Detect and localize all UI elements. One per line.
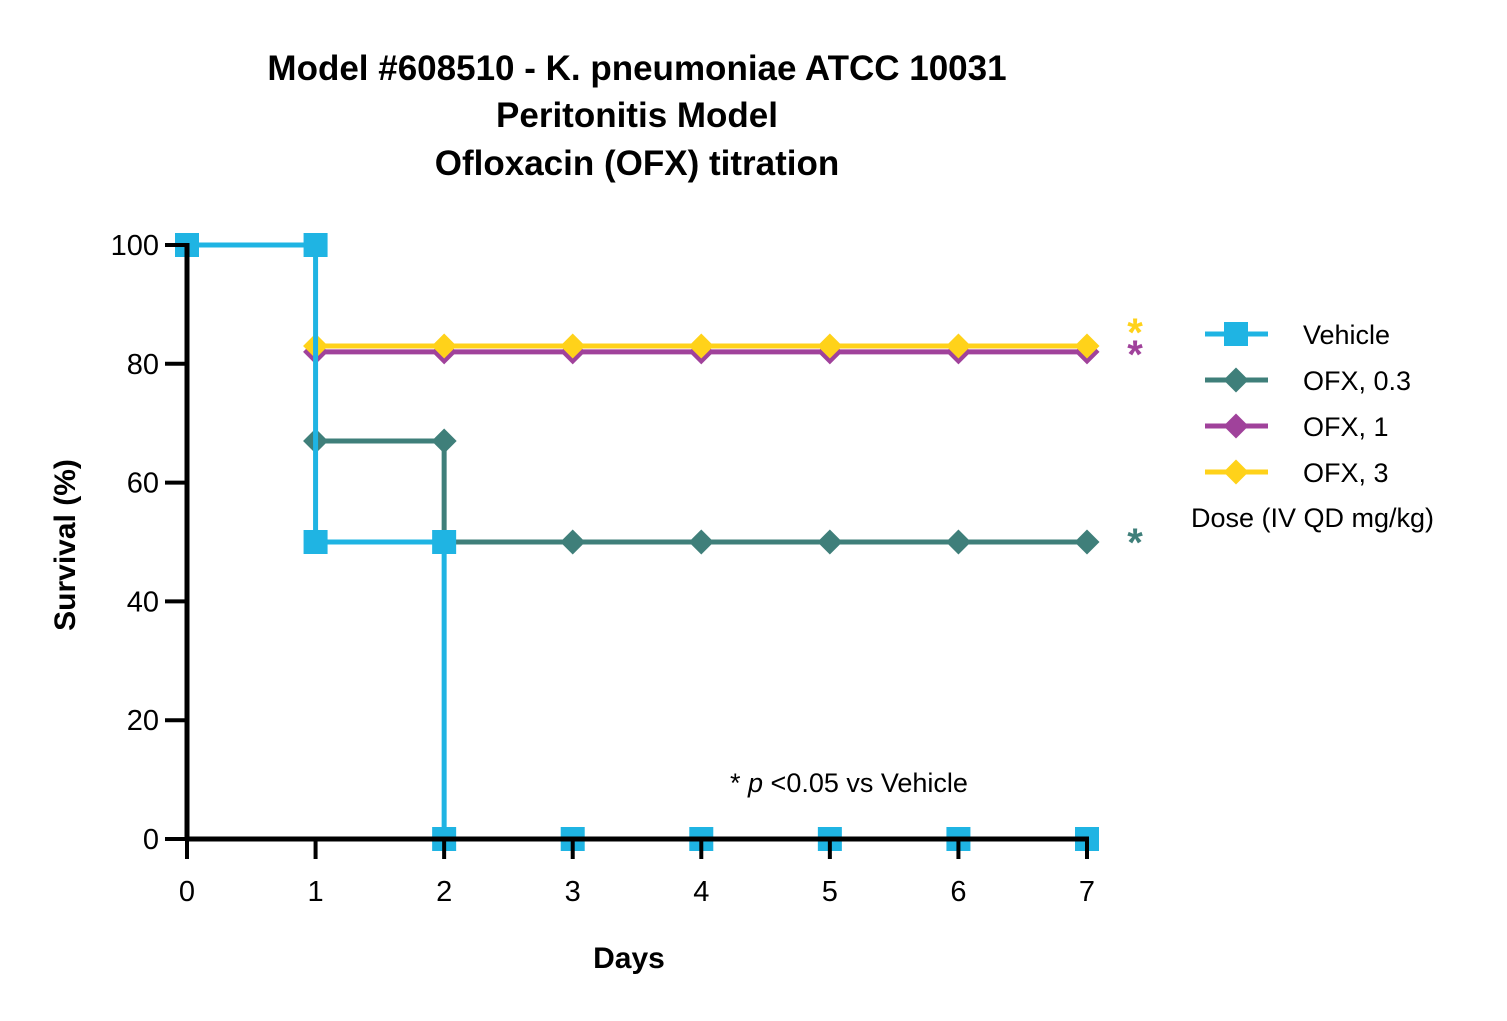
x-tick-label: 4	[693, 876, 709, 908]
series-layer	[175, 233, 1100, 851]
x-tick-label: 2	[436, 876, 452, 908]
data-point	[431, 428, 457, 454]
legend-title: Dose (IV QD mg/kg)	[1191, 503, 1434, 533]
chart-title-line-3: Ofloxacin (OFX) titration	[435, 144, 839, 183]
y-tick-label: 100	[111, 230, 159, 262]
data-point	[560, 529, 586, 555]
x-tick-label: 7	[1079, 876, 1095, 908]
legend-swatch-marker	[1224, 322, 1248, 346]
data-point	[1074, 529, 1100, 555]
legend-item: OFX, 3	[1205, 458, 1389, 488]
series-ofx-0-3	[303, 428, 1100, 555]
data-point	[817, 333, 843, 359]
axes: 0 20 40 60 80 100 0 1 2 3 4 5 6 7	[111, 230, 1095, 908]
data-point	[560, 333, 586, 359]
data-point	[303, 530, 328, 554]
data-point	[688, 333, 714, 359]
y-tick-label: 80	[127, 349, 159, 381]
data-point	[1074, 333, 1100, 359]
significance-note-p: p	[747, 768, 763, 798]
legend-swatch-marker	[1223, 367, 1249, 393]
legend-label: OFX, 3	[1303, 458, 1389, 488]
y-tick-label: 40	[127, 586, 159, 618]
significance-marker: *	[1127, 311, 1143, 355]
y-axis-title: Survival (%)	[49, 459, 82, 631]
significance-markers: ***	[1127, 311, 1143, 565]
data-point	[431, 333, 457, 359]
y-tick-label: 20	[127, 705, 159, 737]
chart-title-line-1: Model #608510 - K. pneumoniae ATCC 10031	[267, 49, 1006, 88]
data-point	[945, 333, 971, 359]
legend-item: OFX, 1	[1205, 412, 1389, 442]
x-tick-label: 1	[308, 876, 324, 908]
data-point	[688, 529, 714, 555]
x-tick-label: 5	[822, 876, 838, 908]
x-tick-label: 6	[950, 876, 966, 908]
x-tick-label: 3	[565, 876, 581, 908]
legend-swatch-marker	[1223, 413, 1249, 439]
significance-note-prefix: *	[730, 768, 748, 798]
legend-label: Vehicle	[1303, 320, 1390, 350]
series-line	[315, 438, 1087, 545]
y-tick-label: 0	[143, 824, 159, 856]
legend-swatch-marker	[1223, 459, 1249, 485]
significance-marker: *	[1127, 333, 1143, 377]
data-point	[303, 233, 328, 257]
x-axis-title: Days	[593, 942, 665, 975]
significance-marker: *	[1127, 521, 1143, 565]
data-point	[817, 529, 843, 555]
legend-item: OFX, 0.3	[1205, 366, 1411, 396]
significance-note-suffix: <0.05 vs Vehicle	[763, 768, 968, 798]
data-point	[432, 530, 457, 554]
chart-title: Model #608510 - K. pneumoniae ATCC 10031…	[267, 49, 1006, 183]
y-tick-label: 60	[127, 468, 159, 500]
chart-title-line-2: Peritonitis Model	[496, 96, 778, 135]
significance-note: * p <0.05 vs Vehicle	[730, 768, 968, 798]
x-tick-label: 0	[179, 876, 195, 908]
series-ofx-3	[303, 333, 1100, 359]
legend-label: OFX, 1	[1303, 412, 1389, 442]
legend-item: Vehicle	[1205, 320, 1390, 350]
legend-label: OFX, 0.3	[1303, 366, 1411, 396]
legend: Vehicle OFX, 0.3 OFX, 1 OFX, 3	[1205, 320, 1411, 488]
data-point	[945, 529, 971, 555]
